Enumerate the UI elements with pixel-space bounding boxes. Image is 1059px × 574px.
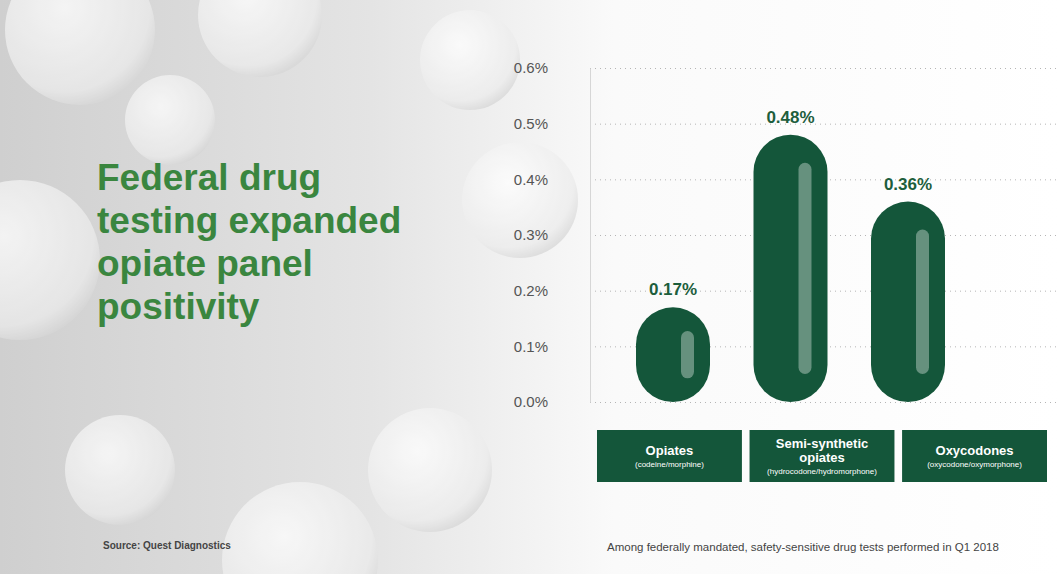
footnote: Among federally mandated, safety-sensiti… bbox=[607, 541, 999, 553]
grid-tick bbox=[590, 402, 1059, 403]
pill-decoration bbox=[198, 0, 322, 77]
y-tick-label: 0.0% bbox=[514, 393, 548, 410]
y-tick-label: 0.1% bbox=[514, 338, 548, 355]
x-axis: Opiates (codeine/morphine) Semi-synthetico… bbox=[597, 430, 1047, 482]
x-tick-label-line: opiates bbox=[799, 450, 845, 465]
x-tick: Oxycodones (oxycodone/oxymorphone) bbox=[902, 430, 1047, 482]
bar bbox=[636, 307, 710, 402]
bar-highlight bbox=[916, 230, 929, 374]
decoration bbox=[0, 0, 578, 574]
x-tick-label: Opiates bbox=[646, 443, 694, 458]
y-tick: 0.2% bbox=[514, 282, 590, 299]
y-tick: 0.5% bbox=[514, 115, 590, 132]
y-tick: 0.0% bbox=[514, 393, 590, 410]
bar bbox=[754, 135, 828, 402]
category-box bbox=[750, 430, 895, 482]
category-detail: (oxycodone/oxymorphone) bbox=[927, 460, 1022, 469]
category-box bbox=[597, 430, 742, 482]
category-detail: (hydrocodone/hydromorphone) bbox=[767, 467, 877, 476]
pill-decoration bbox=[0, 180, 100, 340]
x-tick: Opiates (codeine/morphine) bbox=[597, 430, 742, 482]
pill-decoration bbox=[5, 0, 155, 105]
x-tick-label-line: Oxycodones bbox=[936, 443, 1014, 458]
data-label: 0.48% bbox=[766, 108, 814, 127]
x-tick-label-line: Semi-synthetic bbox=[776, 436, 868, 451]
bar bbox=[871, 202, 945, 402]
pill-decoration bbox=[222, 482, 378, 574]
bars bbox=[636, 135, 945, 402]
data-label: 0.36% bbox=[884, 175, 932, 194]
y-tick-label: 0.4% bbox=[514, 171, 548, 188]
x-tick-label: Semi-syntheticopiates bbox=[776, 436, 868, 465]
x-tick-label-line: Opiates bbox=[646, 443, 694, 458]
source: Source: Quest Diagnostics bbox=[103, 540, 231, 551]
title: Federal drugtesting expandedopiate panel… bbox=[97, 157, 401, 327]
y-tick: 0.3% bbox=[514, 226, 590, 243]
category-box bbox=[902, 430, 1047, 482]
pill-decoration bbox=[65, 415, 175, 525]
category-detail: (codeine/morphine) bbox=[635, 460, 704, 469]
grid-line bbox=[590, 68, 1059, 69]
title-line: positivity bbox=[97, 286, 260, 327]
bar-highlight bbox=[799, 163, 812, 374]
title-line: opiate panel bbox=[97, 243, 313, 284]
y-tick: 0.6% bbox=[514, 59, 590, 76]
chart: 0.0%0.1%0.2%0.3%0.4%0.5%0.6%0.17%0.48%0.… bbox=[0, 0, 1059, 574]
grid-line bbox=[590, 402, 1059, 403]
pill-decoration bbox=[368, 408, 492, 532]
bar-highlight bbox=[681, 331, 694, 378]
y-tick: 0.1% bbox=[514, 338, 590, 355]
y-tick-label: 0.5% bbox=[514, 115, 548, 132]
data-labels: 0.17% 0.48% 0.36% bbox=[649, 108, 932, 300]
y-tick-label: 0.6% bbox=[514, 59, 548, 76]
chart-container: 0.0%0.1%0.2%0.3%0.4%0.5%0.6%0.17%0.48%0.… bbox=[0, 0, 1059, 574]
title-line: Federal drug bbox=[97, 157, 321, 198]
x-tick: Semi-syntheticopiates (hydrocodone/hydrom… bbox=[750, 430, 895, 482]
pill-decoration bbox=[125, 75, 215, 165]
x-tick-label: Oxycodones bbox=[936, 443, 1014, 458]
y-tick: 0.4% bbox=[514, 171, 590, 188]
grid-tick bbox=[590, 124, 1059, 125]
data-label: 0.17% bbox=[649, 280, 697, 299]
title-line: testing expanded bbox=[97, 200, 401, 241]
pill-decoration bbox=[462, 142, 578, 258]
y-axis-line bbox=[590, 69, 591, 403]
background bbox=[0, 0, 1059, 574]
grid bbox=[590, 69, 1059, 403]
grid-tick bbox=[590, 68, 1059, 69]
grid-line bbox=[590, 124, 1059, 125]
y-tick-label: 0.3% bbox=[514, 226, 548, 243]
pill-decoration bbox=[420, 10, 520, 110]
y-axis: 0.0% 0.1% 0.2% 0.3% 0.4% 0.5% 0.6% bbox=[514, 59, 591, 410]
y-tick-label: 0.2% bbox=[514, 282, 548, 299]
